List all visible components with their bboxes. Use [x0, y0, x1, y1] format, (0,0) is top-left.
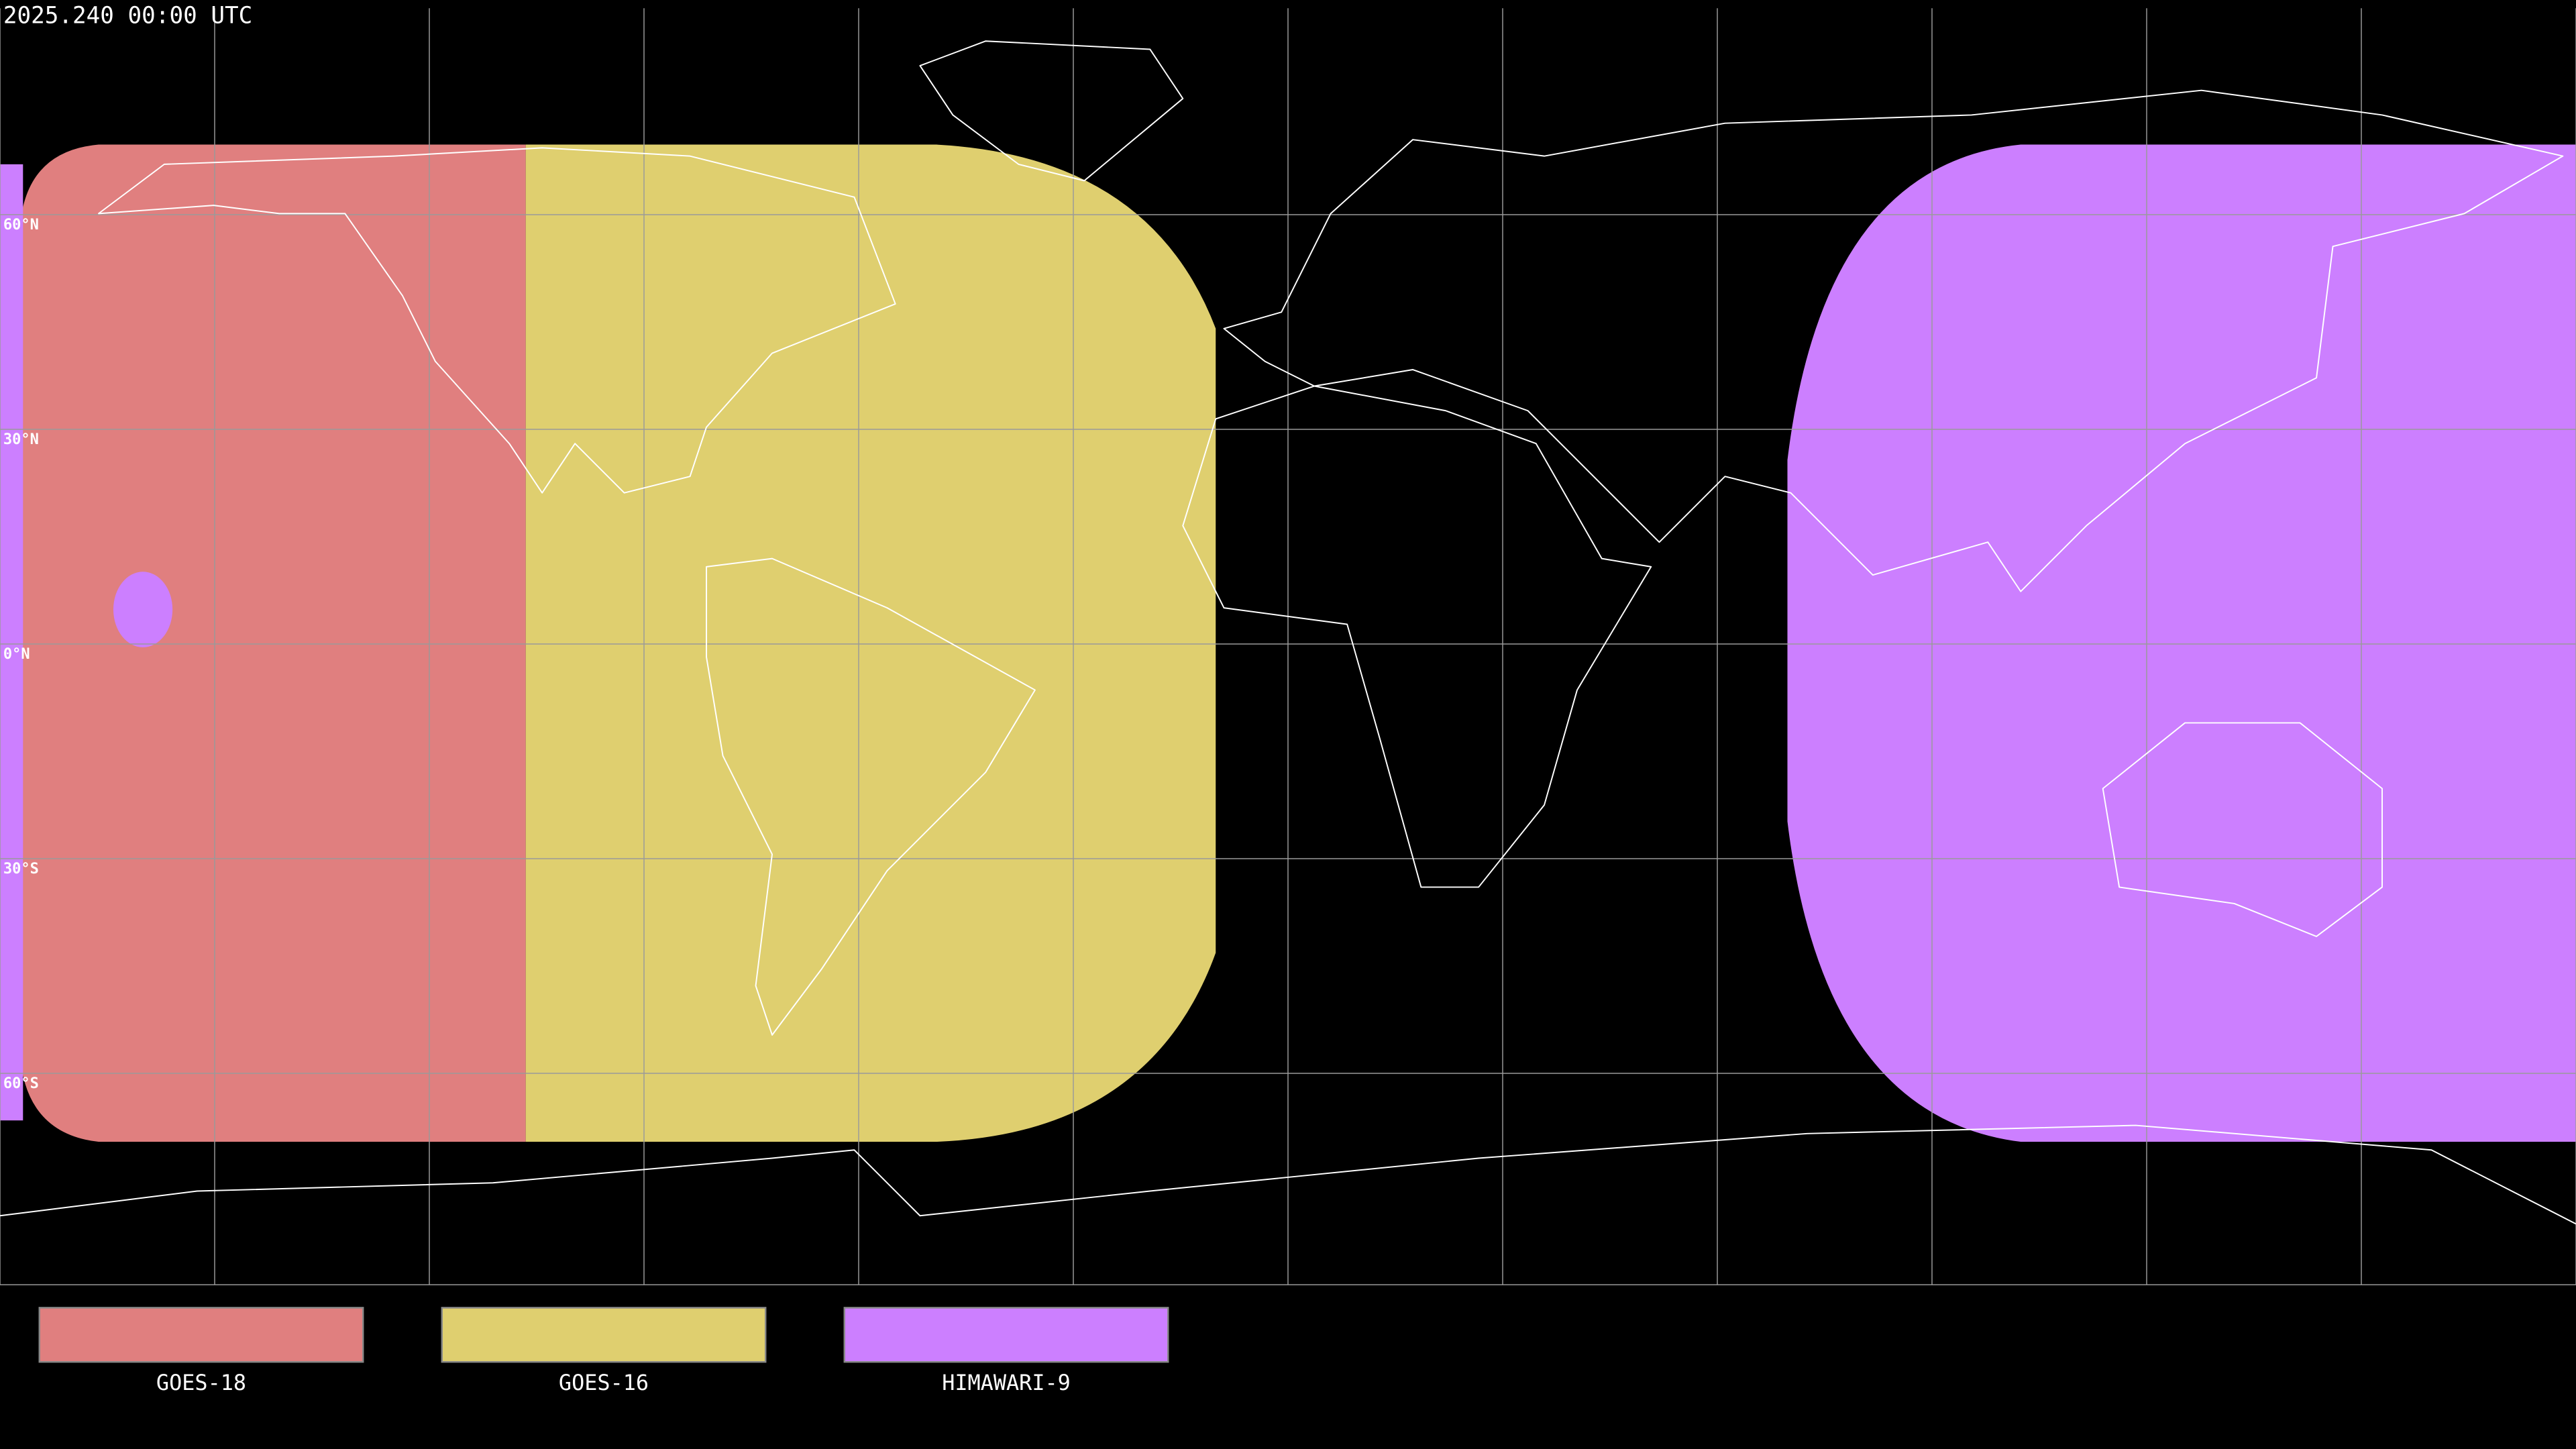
coastline [706, 557, 1036, 1036]
himawari-9-coverage [113, 572, 173, 647]
graticule [0, 8, 2576, 1285]
latitude-label: 0°N [3, 646, 30, 663]
legend-swatch [441, 1307, 767, 1363]
coastline [1182, 385, 1652, 888]
goes-18-coverage [19, 144, 526, 1142]
legend-label: GOES-16 [559, 1370, 649, 1395]
latitude-label: 60°S [3, 1075, 39, 1092]
timestamp: 2025.240 00:00 UTC [3, 2, 252, 29]
legend-swatch [38, 1307, 364, 1363]
latitude-label: 60°N [3, 217, 39, 233]
coverage-layer [0, 144, 2576, 1142]
latitude-labels: 60°N 30°N 0°N 30°S 60°S [3, 217, 39, 1092]
legend-label: GOES-18 [156, 1370, 246, 1395]
latitude-label: 30°N [3, 431, 39, 448]
goes-16-coverage [525, 144, 1216, 1142]
legend: GOES-18 GOES-16 HIMAWARI-9 [38, 1307, 1169, 1395]
legend-swatch [843, 1307, 1169, 1363]
legend-label: HIMAWARI-9 [942, 1370, 1071, 1395]
coastline [97, 147, 896, 494]
himawari-9-coverage [1787, 144, 2576, 1142]
coastline [0, 1124, 2576, 1225]
coastlines [0, 40, 2576, 1225]
himawari-9-coverage [0, 164, 23, 1121]
coastline [2102, 722, 2383, 937]
coastline [919, 40, 1184, 182]
latitude-label: 30°S [3, 861, 39, 877]
coastline [1223, 89, 2564, 592]
